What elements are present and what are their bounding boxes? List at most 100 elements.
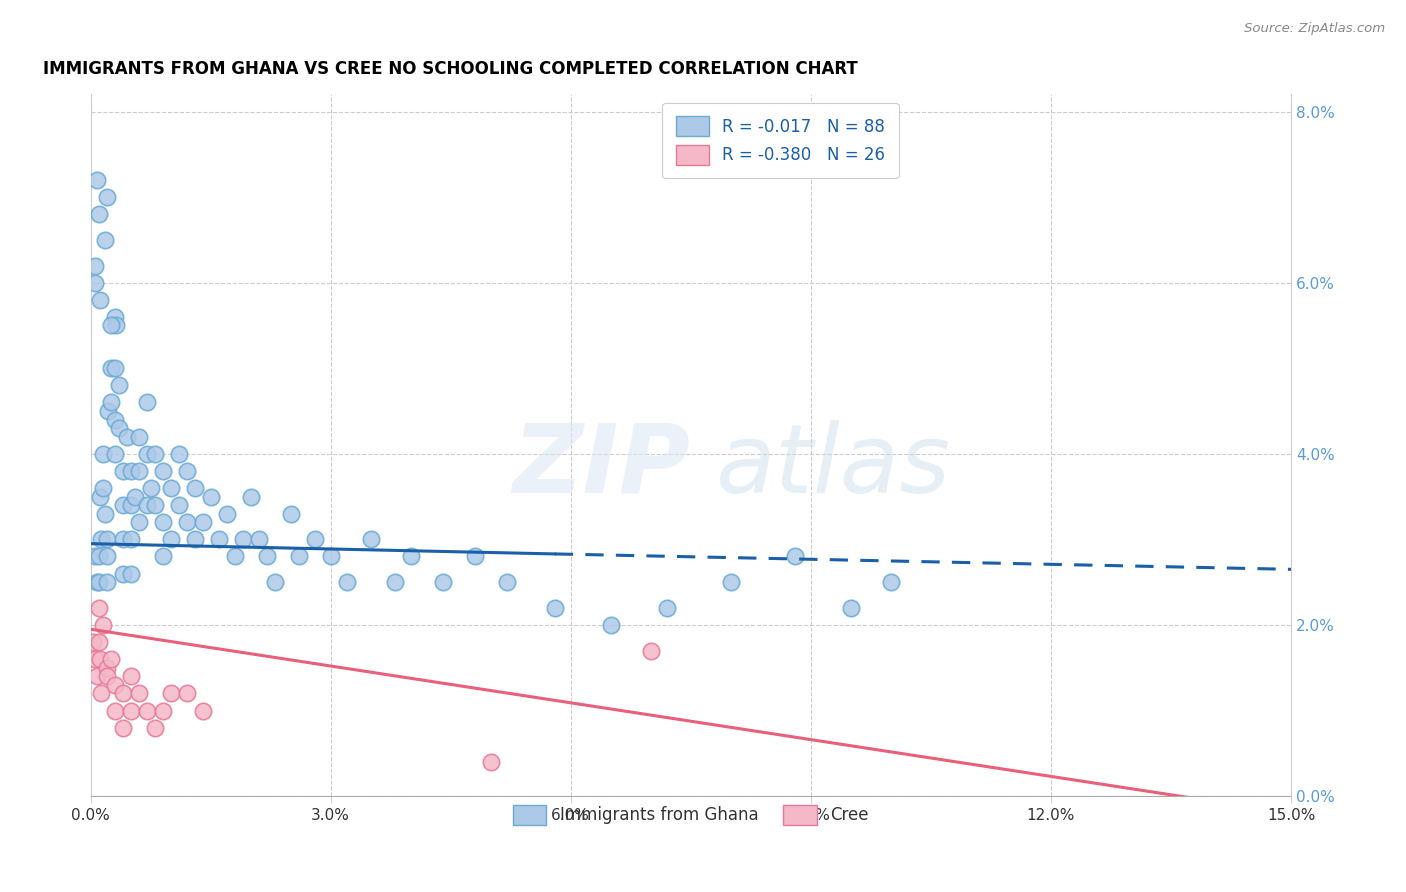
Point [167, 447, 190, 461]
Point [83, 276, 105, 290]
Point [83, 549, 105, 564]
Point [599, 618, 621, 632]
Point [880, 575, 903, 590]
Point [96, 533, 118, 547]
Point [111, 498, 134, 512]
Point [479, 755, 502, 769]
Point [384, 575, 406, 590]
Point [399, 549, 422, 564]
Point [159, 533, 181, 547]
Point [111, 566, 134, 581]
Point [83, 652, 105, 666]
Point [152, 549, 174, 564]
Point [120, 533, 142, 547]
Point [104, 447, 127, 461]
Point [89, 490, 111, 504]
Point [104, 361, 127, 376]
Point [107, 421, 129, 435]
Point [104, 412, 127, 426]
Point [86, 173, 108, 187]
Point [720, 575, 742, 590]
Point [135, 447, 157, 461]
Point [115, 430, 138, 444]
Point [495, 575, 517, 590]
Point [90, 533, 112, 547]
Point [120, 464, 142, 478]
Point [319, 549, 342, 564]
Point [82, 635, 104, 649]
Point [120, 704, 142, 718]
Point [135, 395, 157, 409]
Text: atlas: atlas [714, 420, 950, 513]
Point [167, 498, 190, 512]
Point [464, 549, 486, 564]
Point [176, 686, 198, 700]
Point [336, 575, 359, 590]
Point [89, 293, 111, 307]
Point [96, 661, 118, 675]
Point [432, 575, 454, 590]
Point [111, 721, 134, 735]
Point [100, 361, 122, 376]
Point [91, 447, 114, 461]
Point [120, 498, 142, 512]
Point [783, 549, 806, 564]
Point [159, 481, 181, 495]
Point [87, 207, 110, 221]
Point [360, 533, 382, 547]
Point [135, 704, 157, 718]
Point [128, 686, 150, 700]
Point [89, 652, 111, 666]
Point [100, 318, 122, 333]
Point [152, 704, 174, 718]
Point [96, 190, 118, 204]
Point [263, 575, 285, 590]
Point [111, 464, 134, 478]
Point [120, 566, 142, 581]
Point [91, 481, 114, 495]
Point [183, 481, 205, 495]
Point [224, 549, 246, 564]
Point [87, 549, 110, 564]
Point [183, 533, 205, 547]
Point [239, 490, 262, 504]
Point [104, 310, 127, 324]
Point [91, 618, 114, 632]
Point [247, 533, 270, 547]
Point [280, 507, 302, 521]
Point [111, 686, 134, 700]
Point [96, 549, 118, 564]
Point [94, 233, 117, 247]
Point [94, 507, 117, 521]
Point [839, 600, 862, 615]
Point [191, 704, 214, 718]
Point [159, 686, 181, 700]
Point [287, 549, 309, 564]
Point [104, 678, 127, 692]
Point [143, 447, 166, 461]
Point [655, 600, 678, 615]
Point [100, 652, 122, 666]
Point [100, 395, 122, 409]
Point [124, 490, 146, 504]
Point [640, 643, 662, 657]
Text: Source: ZipAtlas.com: Source: ZipAtlas.com [1244, 22, 1385, 36]
Point [128, 430, 150, 444]
Point [143, 498, 166, 512]
Point [176, 464, 198, 478]
Point [128, 464, 150, 478]
Point [84, 259, 107, 273]
Point [111, 533, 134, 547]
Text: ZIP: ZIP [513, 420, 690, 513]
Point [208, 533, 231, 547]
Point [256, 549, 278, 564]
Point [87, 635, 110, 649]
Legend: Immigrants from Ghana, Cree: Immigrants from Ghana, Cree [505, 797, 877, 833]
Text: IMMIGRANTS FROM GHANA VS CREE NO SCHOOLING COMPLETED CORRELATION CHART: IMMIGRANTS FROM GHANA VS CREE NO SCHOOLI… [42, 60, 858, 78]
Point [200, 490, 222, 504]
Point [96, 669, 118, 683]
Point [87, 600, 110, 615]
Point [105, 318, 128, 333]
Point [87, 575, 110, 590]
Point [176, 516, 198, 530]
